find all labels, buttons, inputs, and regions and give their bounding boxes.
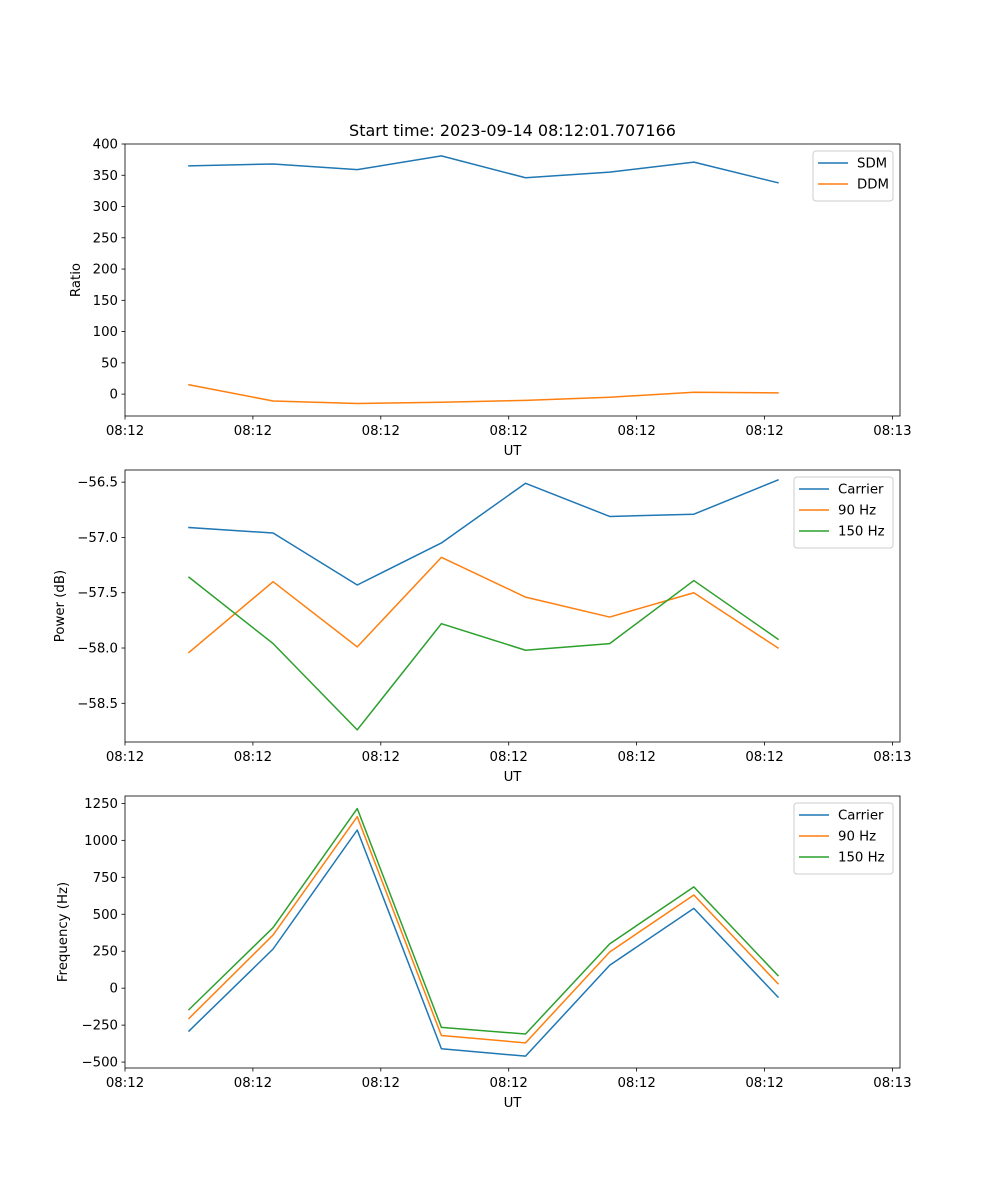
x-tick-label: 08:12	[362, 1076, 400, 1091]
legend-label: 90 Hz	[838, 830, 876, 845]
y-tick-label: 1000	[84, 834, 118, 849]
y-tick-label: 500	[93, 908, 118, 923]
y-tick-label: 400	[93, 138, 118, 153]
chart-panel-2: 08:12 08:12 08:12 08:12 08:12 08:12 08:13 −58.5…	[53, 469, 912, 785]
y-tick-label: 0	[110, 982, 118, 997]
x-tick-label: 08:12	[745, 750, 783, 765]
y-tick-label: −56.5	[77, 476, 118, 491]
x-tick-label: 08:12	[106, 1076, 144, 1091]
y-tick-label: −58.0	[77, 642, 118, 657]
series-line-150-hz	[187, 576, 780, 731]
legend-label: 150 Hz	[838, 525, 885, 540]
y-tick-label: 50	[101, 356, 118, 371]
x-tick-label: 08:13	[873, 750, 911, 765]
series-line-150-hz	[187, 807, 780, 1035]
x-tick-label: 08:12	[106, 750, 144, 765]
legend: Carrier 90 Hz 150 Hz	[793, 476, 894, 549]
legend-label: 150 Hz	[838, 851, 885, 866]
legend: Carrier 90 Hz 150 Hz	[793, 802, 894, 875]
x-tick-label: 08:12	[490, 424, 528, 439]
x-tick-label: 08:12	[362, 750, 400, 765]
y-tick-label: 350	[93, 169, 118, 184]
y-tick-label: 200	[93, 263, 118, 278]
legend-label: DDM	[857, 178, 889, 193]
legend-label: Carrier	[838, 809, 884, 824]
y-tick-label: 100	[93, 325, 118, 340]
y-tick-label: −250	[81, 1019, 118, 1034]
y-tick-label: −57.5	[77, 586, 118, 601]
x-tick-label: 08:12	[490, 750, 528, 765]
y-tick-label: −57.0	[77, 531, 118, 546]
y-axis-label: Power (dB)	[53, 570, 68, 642]
chart-title: Start time: 2023-09-14 08:12:01.707166	[349, 121, 676, 140]
x-tick-label: 08:12	[617, 424, 655, 439]
x-tick-label: 08:12	[234, 424, 272, 439]
series-line-carrier	[188, 478, 779, 586]
legend-label: SDM	[857, 157, 887, 172]
plot-frame	[124, 469, 901, 743]
x-tick-label: 08:13	[873, 1076, 911, 1091]
series-line-90-hz	[187, 556, 780, 654]
x-tick-label: 08:12	[490, 1076, 528, 1091]
x-axis-label: UT	[504, 770, 523, 785]
legend-label: Carrier	[838, 483, 884, 498]
y-axis-label: Frequency (Hz)	[56, 882, 71, 982]
x-tick-label: 08:13	[873, 424, 911, 439]
chart-panel-1: 08:12 08:12 08:12 08:12 08:12 08:12 08:13 0 50 10…	[69, 138, 912, 460]
chart-panel-3: 08:12 08:12 08:12 08:12 08:12 08:12 08:13 −500 −…	[56, 795, 912, 1111]
y-tick-label: −58.5	[77, 697, 118, 712]
y-tick-label: −500	[81, 1056, 118, 1071]
y-tick-label: 150	[93, 294, 118, 309]
plot-frame	[124, 143, 901, 417]
y-tick-label: 750	[93, 871, 118, 886]
x-axis-label: UT	[504, 1096, 523, 1111]
x-tick-label: 08:12	[745, 1076, 783, 1091]
legend-label: 90 Hz	[838, 504, 876, 519]
y-tick-label: 250	[93, 945, 118, 960]
y-tick-label: 250	[93, 231, 118, 246]
y-tick-label: 300	[93, 200, 118, 215]
x-tick-label: 08:12	[234, 750, 272, 765]
x-tick-label: 08:12	[234, 1076, 272, 1091]
plot-frame	[124, 795, 901, 1069]
y-tick-label: 1250	[84, 797, 118, 812]
x-axis-label: UT	[504, 444, 523, 459]
x-tick-label: 08:12	[362, 424, 400, 439]
y-axis-label: Ratio	[69, 263, 84, 297]
x-tick-label: 08:12	[617, 750, 655, 765]
legend: SDM DDM	[812, 150, 894, 202]
y-tick-label: 0	[110, 388, 118, 403]
x-tick-label: 08:12	[617, 1076, 655, 1091]
x-tick-label: 08:12	[106, 424, 144, 439]
series-line-sdm	[188, 155, 779, 184]
series-line-ddm	[188, 383, 779, 405]
series-line-90-hz	[187, 815, 780, 1044]
x-tick-label: 08:12	[745, 424, 783, 439]
series-line-carrier	[187, 829, 780, 1057]
